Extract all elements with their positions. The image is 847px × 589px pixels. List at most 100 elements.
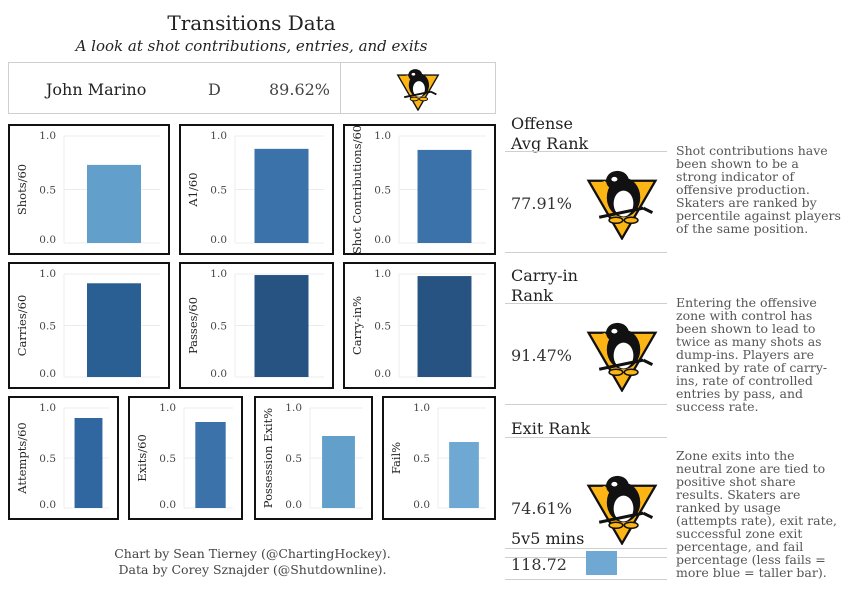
y-axis-label: Fail% — [389, 442, 403, 474]
y-tick-label: 1.0 — [39, 402, 56, 414]
y-tick-label: 0.5 — [159, 453, 176, 465]
player-header — [8, 62, 496, 114]
rank-value: 77.91% — [511, 194, 573, 213]
y-axis-label: Shots/60 — [15, 164, 29, 215]
y-axis-label: Exits/60 — [135, 434, 149, 482]
bar-chart: A1/60 0.0 0.5 1.0 — [186, 130, 324, 246]
bar — [417, 276, 472, 377]
bar-chart: Exits/60 0.0 0.5 1.0 — [135, 402, 233, 511]
bar-chart: Fail% 0.0 0.5 1.0 — [389, 402, 486, 511]
y-tick-label: 0.0 — [285, 499, 302, 511]
rank-divider — [505, 437, 667, 438]
chart-panel: A1/60 0.0 0.5 1.0 — [179, 124, 334, 255]
y-tick-label: 1.0 — [210, 130, 227, 142]
y-tick-label: 0.5 — [39, 453, 56, 465]
header-divider — [340, 62, 341, 114]
y-tick-label: 0.0 — [39, 234, 56, 246]
penguin-logo-icon — [586, 322, 658, 392]
bar-chart: Attempts/60 0.0 0.5 1.0 — [15, 402, 109, 511]
y-tick-label: 1.0 — [159, 402, 176, 414]
chart-panel: Passes/60 0.0 0.5 1.0 — [179, 262, 334, 389]
team-logo-header — [396, 69, 440, 111]
bar — [254, 275, 309, 377]
bar — [195, 422, 226, 508]
page-title: Transitions Data — [167, 11, 336, 35]
y-tick-label: 1.0 — [210, 268, 227, 280]
y-tick-label: 0.0 — [39, 368, 56, 380]
y-axis-label: Carries/60 — [15, 295, 29, 357]
rank-divider — [505, 151, 667, 152]
bar — [449, 442, 479, 508]
y-tick-label: 0.0 — [374, 368, 391, 380]
chart-panel: Possession Exit% 0.0 0.5 1.0 — [254, 396, 373, 520]
chart-panel: Shot Contributions/60 0.0 0.5 1.0 — [343, 124, 496, 255]
chart-panel: Attempts/60 0.0 0.5 1.0 — [8, 396, 119, 520]
chart-panel: Carries/60 0.0 0.5 1.0 — [8, 262, 170, 389]
chart-panel: Exits/60 0.0 0.5 1.0 — [128, 396, 243, 520]
bar — [87, 164, 141, 243]
y-axis-label: Shot Contributions/60 — [350, 126, 364, 253]
mins-value: 118.72 — [511, 555, 567, 574]
bar — [254, 148, 309, 243]
y-tick-label: 0.0 — [210, 368, 227, 380]
y-tick-label: 0.0 — [413, 499, 430, 511]
rank-title: Carry-in Rank — [511, 266, 578, 305]
rank-title: Offense Avg Rank — [511, 114, 589, 153]
credit-data: Data by Corey Sznajder (@Shutdownline). — [118, 562, 387, 577]
y-tick-label: 1.0 — [39, 130, 56, 142]
rank-divider-bottom — [505, 404, 667, 405]
y-tick-label: 0.5 — [374, 185, 391, 197]
y-tick-label: 0.0 — [39, 499, 56, 511]
y-tick-label: 0.5 — [285, 453, 302, 465]
bar-chart: Shot Contributions/60 0.0 0.5 1.0 — [350, 126, 486, 253]
y-tick-label: 1.0 — [413, 402, 430, 414]
y-tick-label: 0.5 — [210, 321, 227, 333]
bar-chart: Shots/60 0.0 0.5 1.0 — [15, 130, 160, 246]
rank-value: 91.47% — [511, 346, 573, 365]
mins-label: 5v5 mins — [511, 529, 585, 548]
y-tick-label: 1.0 — [285, 402, 302, 414]
rank-description: Shot contributions have been shown to be… — [676, 143, 841, 236]
bar-chart: Carries/60 0.0 0.5 1.0 — [15, 268, 160, 380]
y-tick-label: 0.0 — [159, 499, 176, 511]
penguin-logo-icon — [586, 475, 658, 545]
rank-description: Zone exits into the neutral zone are tie… — [676, 448, 837, 580]
mins-divider-bottom — [505, 579, 667, 580]
bar — [74, 418, 103, 508]
player-name: John Marino — [46, 80, 147, 99]
y-tick-label: 1.0 — [374, 130, 391, 142]
chart-panel: Shots/60 0.0 0.5 1.0 — [8, 124, 170, 255]
y-tick-label: 0.5 — [39, 321, 56, 333]
overall-percentile: 89.62% — [269, 80, 331, 99]
rank-title: Exit Rank — [511, 419, 591, 438]
bar — [87, 283, 141, 377]
y-tick-label: 0.0 — [210, 234, 227, 246]
rank-divider-bottom — [505, 252, 667, 253]
player-position: D — [208, 80, 221, 99]
y-tick-label: 1.0 — [39, 268, 56, 280]
y-tick-label: 0.5 — [413, 453, 430, 465]
rank-description: Entering the offensive zone with control… — [676, 295, 828, 414]
y-tick-label: 0.5 — [39, 185, 56, 197]
y-tick-label: 0.0 — [374, 234, 391, 246]
bar-chart: Carry-in% 0.0 0.5 1.0 — [350, 268, 486, 380]
credit-chart: Chart by Sean Tierney (@ChartingHockey). — [114, 546, 391, 561]
chart-panel: Fail% 0.0 0.5 1.0 — [382, 396, 496, 520]
chart-panel: Carry-in% 0.0 0.5 1.0 — [343, 262, 496, 389]
rank-divider — [505, 303, 667, 304]
y-axis-label: Possession Exit% — [261, 408, 275, 508]
bar — [417, 149, 472, 243]
page-subtitle: A look at shot contributions, entries, a… — [75, 37, 428, 55]
rank-value: 74.61% — [511, 499, 573, 518]
y-axis-label: A1/60 — [186, 172, 200, 207]
mins-divider — [505, 548, 667, 549]
y-axis-label: Attempts/60 — [15, 422, 29, 494]
y-axis-label: Carry-in% — [350, 296, 364, 355]
y-tick-label: 0.5 — [210, 185, 227, 197]
bar-chart: Possession Exit% 0.0 0.5 1.0 — [261, 402, 363, 511]
bar — [322, 436, 355, 508]
y-tick-label: 0.5 — [374, 321, 391, 333]
bar-chart: Passes/60 0.0 0.5 1.0 — [186, 268, 324, 380]
y-axis-label: Passes/60 — [186, 297, 200, 354]
y-tick-label: 1.0 — [374, 268, 391, 280]
